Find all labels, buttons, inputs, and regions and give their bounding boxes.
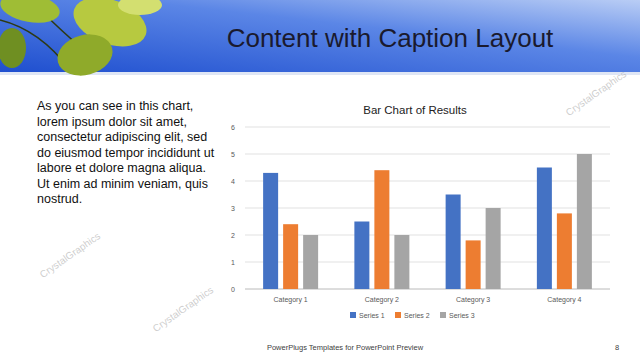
y-axis: 0 1 2 3 4 5 6: [231, 124, 610, 293]
page-number: 8: [615, 343, 619, 352]
bar: [354, 222, 369, 290]
grid-line: [245, 235, 610, 236]
y-tick-label: 3: [231, 205, 235, 212]
bar: [486, 208, 501, 289]
y-tick-label: 4: [231, 178, 235, 185]
grid-line: [245, 181, 610, 182]
grid-line: [245, 289, 610, 290]
x-tick-label: Category 2: [365, 296, 399, 304]
legend-label: Series 1: [359, 312, 385, 319]
legend: Series 1 Series 2 Series 3: [350, 312, 475, 319]
x-tick-label: Category 1: [274, 296, 308, 304]
watermark: CrystalGraphics: [564, 68, 629, 118]
bar: [557, 213, 572, 289]
bar: [263, 173, 278, 289]
grid-line: [245, 262, 610, 263]
leaf: [0, 28, 26, 68]
legend-swatch: [350, 312, 356, 318]
watermark: CrystalGraphics: [38, 230, 103, 280]
y-tick-label: 2: [231, 232, 235, 239]
leaf: [118, 0, 162, 15]
bar: [303, 235, 318, 289]
bar: [446, 195, 461, 290]
grid-line: [245, 208, 610, 209]
y-tick-label: 0: [231, 286, 235, 293]
bar: [374, 170, 389, 289]
x-tick-label: Category 3: [456, 296, 490, 304]
footer: PowerPlugs Templates for PowerPoint Prev…: [267, 343, 424, 352]
bar: [283, 224, 298, 289]
legend-label: Series 3: [449, 312, 475, 319]
legend-label: Series 2: [404, 312, 430, 319]
y-tick-label: 1: [231, 259, 235, 266]
leaves-decoration: [0, 0, 162, 82]
legend-swatch: [395, 312, 401, 318]
y-tick-label: 6: [231, 124, 235, 131]
x-axis-line: [245, 289, 610, 290]
bars: [263, 154, 592, 289]
slide-title: Content with Caption Layout: [227, 23, 554, 53]
grid-line: [245, 127, 610, 128]
grid-line: [245, 154, 610, 155]
bar: [537, 168, 552, 290]
leaf: [53, 28, 117, 81]
watermark: CrystalGraphics: [151, 284, 216, 334]
bar: [466, 240, 481, 289]
bar: [577, 154, 592, 289]
chart-title: Bar Chart of Results: [363, 104, 467, 116]
leaf: [0, 0, 62, 27]
y-tick-label: 5: [231, 151, 235, 158]
bar: [394, 235, 409, 289]
slide: Content with Caption Layout CrystalGraphi…: [0, 0, 640, 360]
caption: As you can see in this chart, lorem ipsu…: [37, 99, 219, 208]
header-edge: [0, 72, 640, 75]
x-tick-label: Category 4: [547, 296, 581, 304]
legend-swatch: [440, 312, 446, 318]
